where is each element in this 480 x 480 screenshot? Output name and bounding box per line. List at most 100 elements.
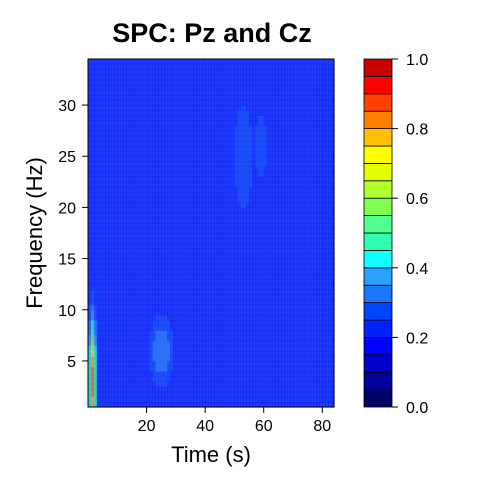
heatmap-cell [281, 371, 285, 377]
heatmap-cell [298, 284, 303, 290]
heatmap-cell [287, 304, 291, 311]
heatmap-cell [93, 294, 98, 301]
heatmap-cell [263, 192, 268, 198]
heatmap-cell [216, 217, 221, 224]
heatmap-cell [219, 340, 224, 347]
heatmap-cell [295, 197, 300, 203]
heatmap-cell [240, 263, 244, 270]
heatmap-cell [196, 314, 200, 321]
heatmap-cell [170, 360, 174, 367]
heatmap-cell [117, 253, 121, 260]
heatmap-cell [129, 115, 133, 122]
heatmap-cell [240, 233, 244, 239]
heatmap-cell [149, 350, 154, 357]
heatmap-cell [181, 325, 186, 331]
heatmap-cell [225, 273, 230, 280]
heatmap-cell [90, 263, 95, 270]
heatmap-cell [172, 314, 177, 321]
heatmap-cell [134, 217, 139, 224]
heatmap-cell [143, 253, 148, 260]
heatmap-cell [96, 94, 101, 101]
heatmap-cell [114, 161, 118, 168]
heatmap-cell [211, 74, 215, 81]
heatmap-cell [269, 386, 274, 393]
heatmap-cell [193, 371, 197, 377]
heatmap-cell [246, 151, 250, 157]
heatmap-cell [88, 233, 92, 239]
heatmap-cell [228, 89, 233, 96]
heatmap-cell [196, 304, 200, 311]
heatmap-cell [287, 381, 291, 388]
heatmap-cell [114, 299, 118, 306]
heatmap-cell [199, 222, 203, 229]
heatmap-cell [298, 207, 303, 214]
heatmap-cell [272, 89, 277, 96]
heatmap-cell [99, 115, 104, 122]
heatmap-cell [93, 391, 98, 398]
heatmap-cell [152, 176, 156, 183]
heatmap-cell [123, 371, 127, 377]
heatmap-cell [149, 320, 154, 326]
heatmap-cell [134, 391, 139, 398]
heatmap-cell [225, 350, 230, 357]
heatmap-cell [178, 309, 183, 316]
heatmap-cell [137, 94, 142, 101]
heatmap-cell [243, 371, 247, 377]
heatmap-cell [234, 151, 238, 157]
heatmap-cell [123, 273, 127, 280]
heatmap-cell [102, 263, 107, 270]
heatmap-cell [211, 273, 215, 280]
heatmap-cell [93, 325, 98, 331]
heatmap-cell [146, 371, 151, 377]
heatmap-cell [293, 94, 297, 101]
heatmap-cell [161, 74, 165, 81]
heatmap-cell [222, 248, 227, 255]
heatmap-cell [211, 381, 215, 388]
heatmap-cell [126, 253, 130, 260]
heatmap-cell [290, 130, 294, 137]
heatmap-cell [240, 294, 244, 301]
heatmap-cell [252, 268, 256, 275]
heatmap-cell [222, 64, 227, 70]
heatmap-cell [170, 294, 174, 301]
heatmap-cell [146, 99, 151, 106]
heatmap-cell [88, 335, 92, 342]
heatmap-cell [290, 69, 294, 75]
heatmap-cell [170, 146, 174, 152]
heatmap-cell [298, 371, 303, 377]
heatmap-cell [254, 325, 259, 331]
heatmap-cell [254, 181, 259, 188]
heatmap-cell [117, 105, 121, 111]
heatmap-cell [249, 105, 253, 111]
heatmap-cell [161, 59, 165, 65]
heatmap-cell [170, 309, 174, 316]
heatmap-cell [143, 120, 148, 127]
heatmap-cell [193, 401, 197, 408]
heatmap-cell [225, 79, 230, 86]
heatmap-cell [126, 371, 130, 377]
heatmap-cell [134, 197, 139, 203]
heatmap-cell [123, 350, 127, 357]
heatmap-cell [131, 355, 136, 362]
heatmap-cell [108, 69, 113, 75]
heatmap-cell [231, 381, 236, 388]
heatmap-cell [96, 320, 101, 326]
heatmap-cell [252, 64, 256, 70]
heatmap-cell [275, 156, 279, 162]
heatmap-cell [260, 401, 265, 408]
heatmap-cell [161, 304, 165, 311]
heatmap-cell [211, 340, 215, 347]
heatmap-cell [290, 99, 294, 106]
heatmap-cell [117, 79, 121, 86]
heatmap-cell [263, 181, 268, 188]
heatmap-cell [202, 99, 206, 106]
heatmap-cell [287, 330, 291, 336]
heatmap-cell [164, 243, 168, 249]
heatmap-cell [222, 202, 227, 209]
heatmap-cell [216, 212, 221, 219]
heatmap-cell [114, 89, 118, 96]
heatmap-cell [184, 268, 189, 275]
heatmap-cell [240, 396, 244, 403]
heatmap-cell [196, 238, 200, 244]
heatmap-cell [211, 125, 215, 132]
